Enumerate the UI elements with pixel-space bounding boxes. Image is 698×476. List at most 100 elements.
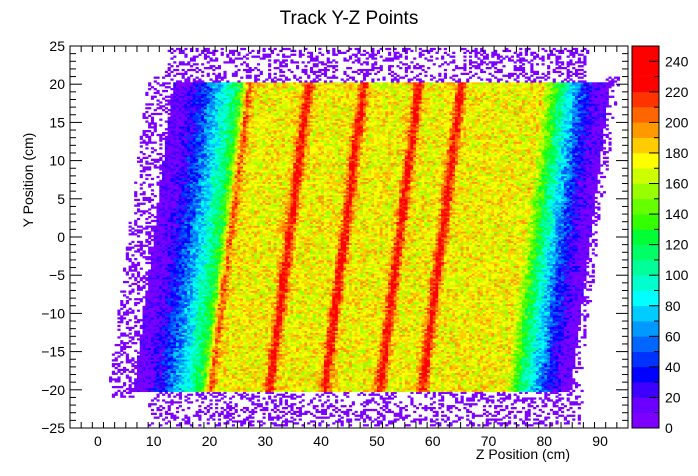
- heatmap-cell: [162, 394, 165, 396]
- heatmap-cell: [519, 418, 522, 420]
- heatmap-cell: [419, 415, 422, 417]
- heatmap-cell: [338, 415, 341, 417]
- heatmap-cell: [276, 394, 279, 396]
- heatmap-cell: [567, 394, 570, 396]
- heatmap-cell: [212, 396, 215, 398]
- heatmap-cell: [341, 405, 344, 407]
- heatmap-cell: [327, 399, 330, 401]
- heatmap-cell: [168, 413, 171, 415]
- heatmap-cell: [569, 401, 572, 403]
- heatmap-cell: [243, 418, 246, 420]
- heatmap-cell: [369, 409, 372, 411]
- heatmap-cell: [575, 367, 578, 369]
- heatmap-cell: [547, 394, 550, 396]
- heatmap-cell: [274, 396, 277, 398]
- heatmap-cell: [539, 415, 542, 417]
- heatmap-cell: [184, 420, 187, 422]
- heatmap-cell: [458, 417, 461, 419]
- heatmap-cell: [302, 413, 305, 415]
- heatmap-cell: [263, 417, 266, 419]
- heatmap-cell: [310, 399, 313, 401]
- heatmap-cell: [477, 415, 480, 417]
- heatmap-cell: [542, 399, 545, 401]
- heatmap-cell: [109, 376, 112, 378]
- heatmap-cell: [369, 417, 372, 419]
- heatmap-cell: [422, 418, 425, 420]
- heatmap-cell: [201, 401, 204, 403]
- heatmap-cell: [210, 415, 213, 417]
- heatmap-cell: [296, 422, 299, 424]
- heatmap-cell: [115, 386, 118, 388]
- heatmap-cell: [542, 420, 545, 422]
- heatmap-cell: [154, 403, 157, 405]
- heatmap-cell: [505, 396, 508, 398]
- heatmap-cell: [578, 403, 581, 405]
- heatmap-cell: [575, 401, 578, 403]
- heatmap-cell: [422, 407, 425, 409]
- heatmap-cell: [115, 363, 118, 365]
- heatmap-cell: [117, 355, 120, 357]
- heatmap-cell: [486, 397, 489, 399]
- heatmap-cell: [433, 401, 436, 403]
- heatmap-cell: [363, 409, 366, 411]
- heatmap-cell: [452, 394, 455, 396]
- heatmap-cell: [279, 397, 282, 399]
- heatmap-cell: [176, 411, 179, 413]
- heatmap-cell: [296, 407, 299, 409]
- heatmap-cell: [254, 411, 257, 413]
- heatmap-cell: [184, 415, 187, 417]
- heatmap-cell: [134, 373, 137, 375]
- heatmap-cell: [533, 397, 536, 399]
- heatmap-cell: [307, 403, 310, 405]
- heatmap-cell: [497, 399, 500, 401]
- heatmap-cell: [299, 418, 302, 420]
- heatmap-cell: [159, 405, 162, 407]
- heatmap-cell: [254, 407, 257, 409]
- heatmap-cell: [159, 413, 162, 415]
- heatmap-cell: [332, 415, 335, 417]
- heatmap-cell: [112, 359, 115, 361]
- heatmap-cell: [539, 397, 542, 399]
- heatmap-cell: [469, 411, 472, 413]
- heatmap-cell: [198, 424, 201, 426]
- heatmap-cell: [251, 424, 254, 426]
- heatmap-cell: [380, 413, 383, 415]
- heatmap-cell: [341, 417, 344, 419]
- heatmap-cell: [120, 392, 123, 394]
- heatmap-cell: [374, 394, 377, 396]
- heatmap-cell: [430, 418, 433, 420]
- heatmap-cell: [151, 409, 154, 411]
- heatmap-cell: [115, 367, 118, 369]
- heatmap-cell: [276, 405, 279, 407]
- heatmap-cell: [455, 397, 458, 399]
- heatmap-cell: [382, 409, 385, 411]
- heatmap-cell: [433, 407, 436, 409]
- heatmap-cell: [131, 363, 134, 365]
- heatmap-cell: [257, 396, 260, 398]
- heatmap-cell: [489, 413, 492, 415]
- heatmap-cell: [251, 409, 254, 411]
- heatmap-cell: [271, 399, 274, 401]
- heatmap-cell: [332, 409, 335, 411]
- heatmap-cell: [117, 386, 120, 388]
- heatmap-cell: [173, 401, 176, 403]
- heatmap-cell: [162, 418, 165, 420]
- heatmap-cell: [257, 399, 260, 401]
- heatmap-cell: [388, 401, 391, 403]
- heatmap-cell: [131, 369, 134, 371]
- heatmap-cell: [210, 403, 213, 405]
- heatmap-cell: [112, 354, 115, 356]
- heatmap-cell: [486, 415, 489, 417]
- heatmap-cell: [112, 394, 115, 396]
- heatmap-cell: [502, 397, 505, 399]
- heatmap-cell: [572, 411, 575, 413]
- heatmap-cell: [176, 417, 179, 419]
- heatmap-cell: [452, 405, 455, 407]
- heatmap-cell: [288, 396, 291, 398]
- heatmap-cell: [260, 403, 263, 405]
- heatmap-cell: [293, 411, 296, 413]
- heatmap-cell: [115, 378, 118, 380]
- heatmap-cell: [502, 409, 505, 411]
- heatmap-cell: [533, 418, 536, 420]
- heatmap-cell: [413, 418, 416, 420]
